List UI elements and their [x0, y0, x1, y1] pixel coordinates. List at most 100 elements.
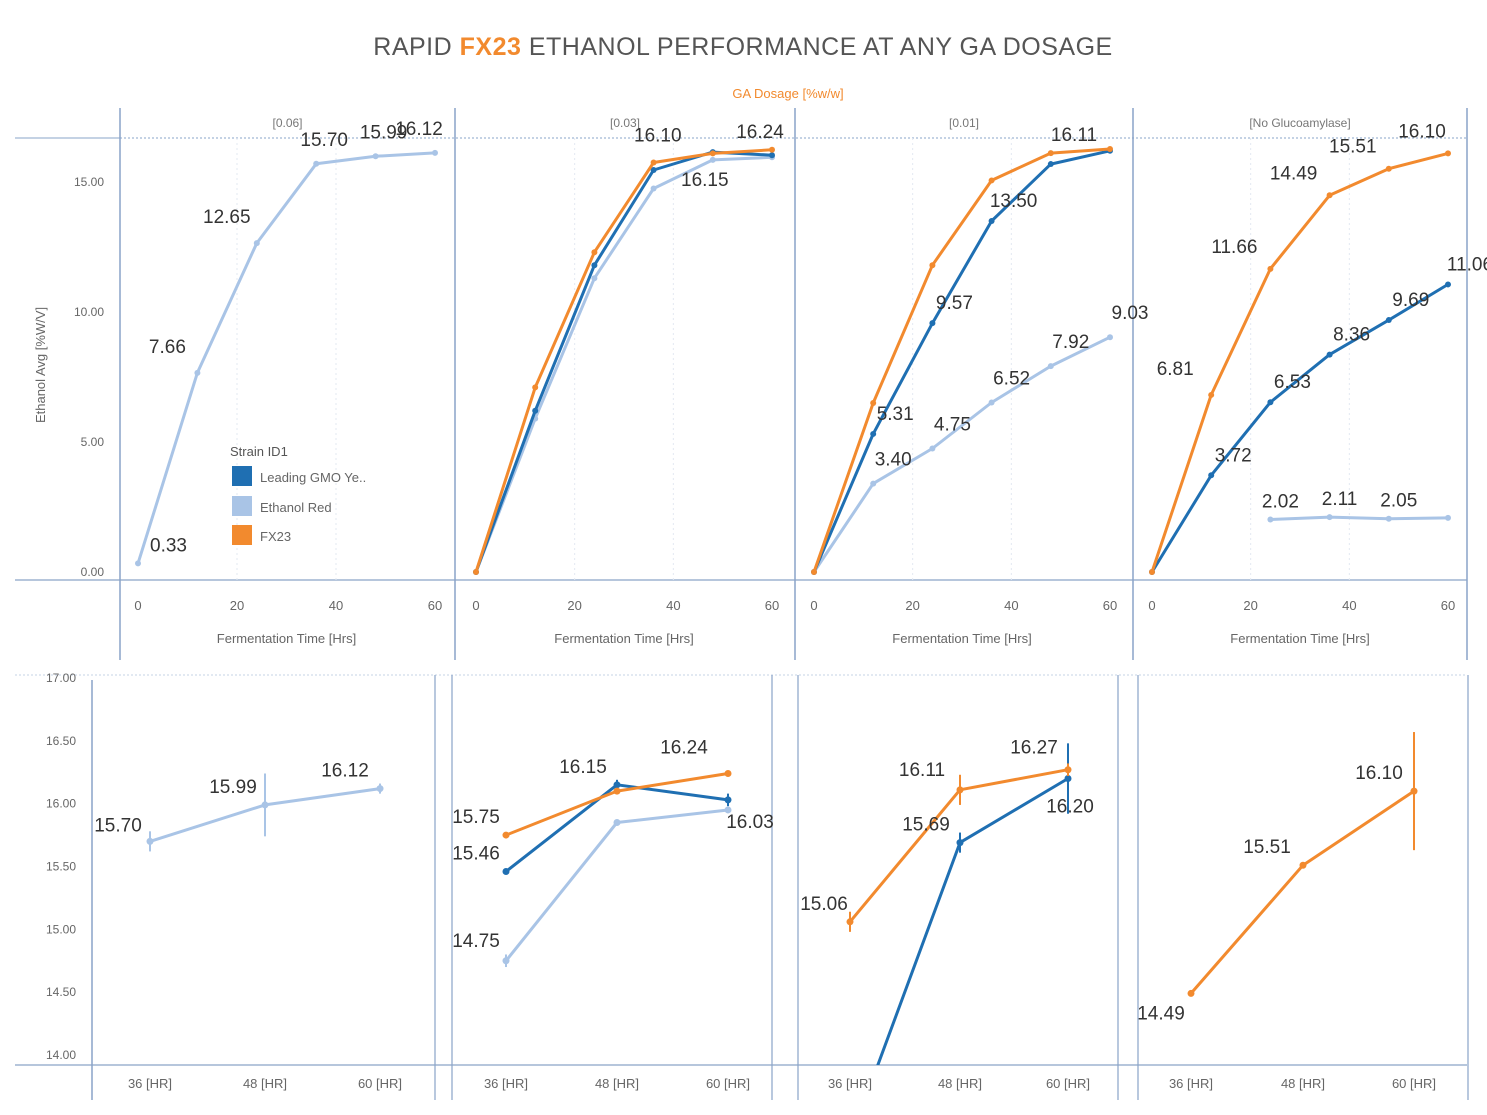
bottom-plot-area [146, 773, 384, 852]
facet-label: [0.06] [272, 116, 302, 130]
data-point-ethanol-red [502, 957, 510, 965]
data-point-fx23 [1208, 391, 1215, 398]
data-label: 6.53 [1274, 372, 1311, 393]
x-axis-title: Fermentation Time [Hrs] [892, 631, 1031, 646]
data-label: 14.49 [1137, 1003, 1185, 1024]
data-point-leading-gmo-ye [613, 781, 621, 789]
data-point-ethanol-red [253, 240, 260, 247]
category-tick: 60 [HR] [1046, 1076, 1090, 1091]
data-label: 5.31 [877, 404, 914, 425]
x-tick: 0 [472, 598, 479, 613]
category-tick: 36 [HR] [484, 1076, 528, 1091]
data-point-leading-gmo-ye [1064, 775, 1072, 783]
data-label: 14.75 [452, 931, 500, 952]
series-line-fx23 [1150, 151, 1449, 573]
data-point-ethanol-red [1326, 514, 1333, 521]
dosage-axis-title: GA Dosage [%w/w] [732, 86, 843, 101]
data-label: 15.06 [800, 894, 848, 915]
series-line-leading-gmo-ye [474, 150, 773, 573]
data-point-ethanol-red [372, 153, 379, 160]
data-label: 15.99 [209, 777, 257, 798]
bottom-plot-area [846, 743, 1072, 1065]
data-point-ethanol-red [870, 480, 877, 487]
data-point-fx23 [502, 831, 510, 839]
data-point-ethanol-red [1267, 516, 1274, 523]
data-point-fx23 [1326, 192, 1333, 199]
data-point-ethanol-red [650, 185, 657, 192]
facet-label: [0.01] [949, 116, 979, 130]
data-point-ethanol-red [613, 819, 621, 827]
data-label: 16.27 [1010, 738, 1058, 759]
y-axis-title: Ethanol Avg [%W/V] [33, 307, 48, 423]
data-label: 11.06 [1447, 254, 1487, 275]
data-label: 16.12 [395, 119, 443, 140]
data-label: 16.20 [1046, 797, 1094, 818]
series-line-ethanol-red [136, 151, 436, 564]
series-line-ethanol-red [1270, 515, 1449, 521]
data-point-leading-gmo-ye [1267, 399, 1274, 406]
category-tick: 36 [HR] [128, 1076, 172, 1091]
top-y-tick: 0.00 [81, 565, 105, 579]
chart-title: RAPID FX23 ETHANOL PERFORMANCE AT ANY GA… [373, 33, 1112, 61]
x-tick: 0 [134, 598, 141, 613]
data-point-fx23 [591, 249, 598, 256]
category-tick: 36 [HR] [828, 1076, 872, 1091]
data-point-fx23 [1149, 569, 1155, 575]
x-axis-title: Fermentation Time [Hrs] [554, 631, 693, 646]
data-point-fx23 [709, 150, 716, 157]
x-tick: 20 [1243, 598, 1257, 613]
data-point-ethanol-red [135, 560, 141, 567]
data-label: 11.66 [1211, 237, 1257, 258]
legend-swatch-fx23 [232, 525, 252, 545]
data-label: 15.99 [360, 122, 408, 143]
data-label: 2.05 [1380, 491, 1417, 512]
data-point-leading-gmo-ye [929, 320, 936, 327]
data-point-leading-gmo-ye [1385, 317, 1392, 324]
data-point-fx23 [532, 384, 539, 391]
top-panel-no-glucoamylase: [No Glucoamylase] 0 20 40 60 Fermentation Tim… [1148, 116, 1487, 646]
series-line-ethanol-red [504, 808, 729, 962]
data-point-fx23 [1267, 265, 1274, 272]
bottom-panel-1: 36 [HR] 48 [HR] 60 [HR] 15.75 15.46 14.75 16.1… [452, 738, 774, 1091]
data-label: 9.03 [1112, 303, 1149, 324]
category-tick: 36 [HR] [1169, 1076, 1213, 1091]
bottom-y-tick: 14.00 [46, 1048, 76, 1062]
data-label: 9.69 [1392, 290, 1429, 311]
data-point-fx23 [650, 159, 657, 166]
legend-swatch-ethanol-red [232, 496, 252, 516]
legend-item-gmo: Leading GMO Ye.. [260, 470, 366, 485]
title-accent: FX23 [460, 33, 522, 61]
top-panel-0-01: [0.01] 0 20 40 60 Fermentation Time [Hrs] 16.1… [810, 116, 1148, 646]
data-point-ethanol-red [313, 160, 320, 167]
bottom-y-tick: 16.00 [46, 797, 76, 811]
category-tick: 48 [HR] [595, 1076, 639, 1091]
data-label: 15.70 [300, 130, 348, 151]
data-point-fx23 [988, 177, 995, 184]
data-label: 16.11 [1051, 125, 1097, 146]
x-tick: 20 [230, 598, 244, 613]
series-line-ethanol-red [812, 335, 1111, 573]
series-line-leading-gmo-ye [812, 149, 1111, 573]
x-tick: 20 [905, 598, 919, 613]
data-point-ethanol-red [194, 369, 201, 376]
series-line-fx23 [812, 147, 1111, 573]
x-tick: 60 [1103, 598, 1117, 613]
data-point-leading-gmo-ye [956, 839, 964, 847]
data-point-leading-gmo-ye [532, 407, 539, 414]
top-y-tick: 15.00 [74, 175, 104, 189]
data-point-leading-gmo-ye [502, 868, 510, 876]
data-point-ethanol-red [1385, 515, 1392, 522]
bottom-panel-0: 36 [HR] 48 [HR] 60 [HR] 15.70 15.99 16.12 [94, 761, 402, 1091]
series-line-fx23 [474, 148, 773, 573]
series-line-leading-gmo-ye [505, 783, 729, 873]
data-label: 3.72 [1215, 445, 1252, 466]
data-label: 0.33 [150, 535, 187, 556]
data-point-fx23 [1410, 787, 1418, 795]
data-label: 9.57 [936, 293, 973, 314]
data-label: 4.75 [934, 415, 971, 436]
data-point-fx23 [1064, 766, 1072, 774]
bottom-panel-2: 36 [HR] 48 [HR] 60 [HR] 15.06 16.11 16.27 15.6… [800, 738, 1094, 1091]
data-label: 6.81 [1157, 359, 1194, 380]
data-label: 16.15 [559, 757, 607, 778]
